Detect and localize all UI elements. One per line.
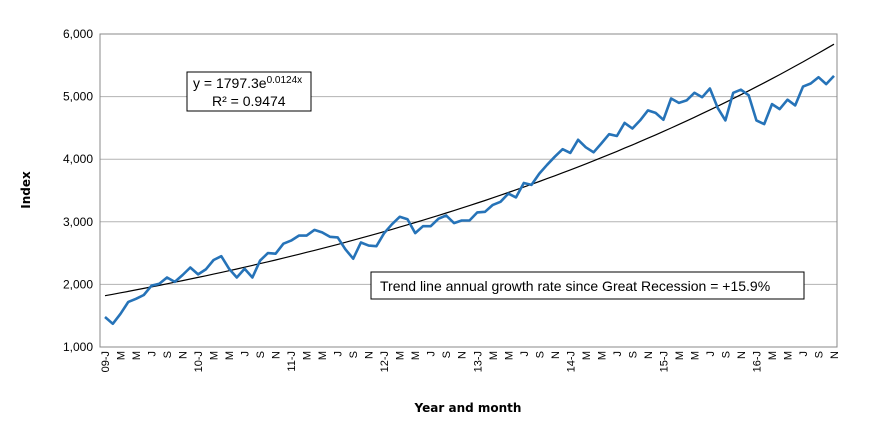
x-tick-label: M	[782, 351, 794, 360]
x-tick-label: M	[116, 351, 128, 360]
x-tick-label: 09-J	[100, 351, 112, 372]
x-axis-title: Year and month	[414, 401, 522, 415]
x-tick-label: S	[162, 351, 174, 358]
x-tick-label: N	[829, 351, 841, 359]
x-tick-label: M	[302, 351, 314, 360]
x-tick-label: 15-J	[658, 351, 670, 372]
x-tick-label: N	[364, 351, 376, 359]
x-tick-label: M	[581, 351, 593, 360]
x-tick-label: M	[503, 351, 515, 360]
x-tick-label: 11-J	[286, 351, 298, 372]
x-tick-label: M	[317, 351, 329, 360]
x-tick-label: J	[147, 351, 159, 357]
growth-rate-annotation: Trend line annual growth rate since Grea…	[380, 278, 770, 294]
x-tick-label: M	[410, 351, 422, 360]
x-tick-label: N	[550, 351, 562, 359]
x-tick-label: M	[209, 351, 221, 360]
y-tick-label: 5,000	[63, 90, 93, 104]
x-tick-label: M	[596, 351, 608, 360]
x-tick-label: J	[798, 351, 810, 357]
series-line-index	[104, 75, 835, 326]
x-tick-label: N	[178, 351, 190, 359]
trendline-equation: y = 1797.3e0.0124x	[193, 75, 302, 91]
x-tick-label: N	[457, 351, 469, 359]
x-tick-label: M	[767, 351, 779, 360]
x-tick-label: 13-J	[472, 351, 484, 372]
y-tick-label: 2,000	[63, 277, 93, 291]
y-tick-label: 3,000	[63, 215, 93, 229]
gridlines	[100, 96, 837, 285]
x-tick-label: S	[813, 351, 825, 358]
trendline-r-squared: R² = 0.9474	[212, 93, 286, 109]
x-tick-label: J	[240, 351, 252, 357]
x-tick-label: S	[255, 351, 267, 358]
x-tick-label: M	[131, 351, 143, 360]
trend-line	[104, 43, 835, 297]
x-tick-label: J	[705, 351, 717, 357]
x-tick-label: J	[426, 351, 438, 357]
x-tick-label: S	[627, 351, 639, 358]
x-tick-label: 14-J	[565, 351, 577, 372]
y-tick-label: 4,000	[63, 152, 93, 166]
x-tick-label: J	[519, 351, 531, 357]
x-axis-tick-labels: 09-J M M J S N 10-J M M J S N 11-J M M J S N 12-J M M J S N 13-J…	[100, 351, 841, 372]
x-tick-label: M	[674, 351, 686, 360]
x-tick-label: N	[643, 351, 655, 359]
y-tick-label: 1,000	[63, 340, 93, 354]
x-tick-label: 10-J	[193, 351, 205, 372]
y-axis-title: Index	[19, 171, 33, 209]
x-tick-label: 12-J	[379, 351, 391, 372]
x-tick-label: N	[271, 351, 283, 359]
x-tick-label: M	[395, 351, 407, 360]
x-tick-label: S	[534, 351, 546, 358]
x-tick-label: M	[689, 351, 701, 360]
x-tick-label: J	[333, 351, 345, 357]
y-axis-tick-labels: 1,000 2,000 3,000 4,000 5,000 6,000	[63, 27, 93, 354]
x-tick-label: J	[612, 351, 624, 357]
x-tick-label: M	[224, 351, 236, 360]
x-tick-label: S	[720, 351, 732, 358]
x-tick-label: M	[488, 351, 500, 360]
plot-area-frame	[99, 33, 838, 348]
x-tick-label: 16-J	[751, 351, 763, 372]
x-tick-label: N	[736, 351, 748, 359]
y-tick-label: 6,000	[63, 27, 93, 41]
trendline-equation-box: y = 1797.3e0.0124x R² = 0.9474	[186, 71, 312, 112]
x-tick-label: S	[441, 351, 453, 358]
growth-rate-annotation-box: Trend line annual growth rate since Grea…	[370, 271, 805, 300]
x-tick-label: S	[348, 351, 360, 358]
